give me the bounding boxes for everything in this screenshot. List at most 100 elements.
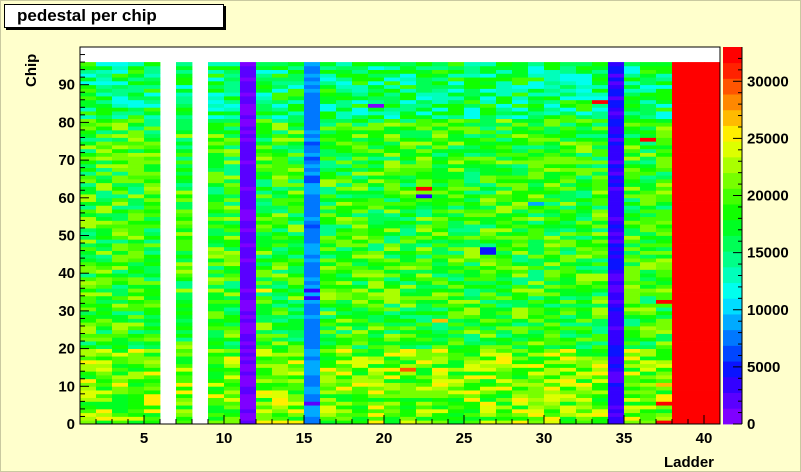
heatmap-cell (224, 280, 241, 285)
heatmap-cell (672, 201, 689, 206)
heatmap-cell (224, 235, 241, 240)
heatmap-cell (592, 299, 609, 304)
heatmap-cell (640, 337, 657, 342)
heatmap-cell (672, 65, 689, 71)
heatmap-cell (448, 295, 465, 300)
heatmap-cell (96, 299, 113, 304)
heatmap-cell (400, 280, 417, 285)
heatmap-cell (688, 212, 705, 218)
heatmap-cell (672, 356, 689, 361)
heatmap-cell (464, 322, 481, 327)
heatmap-cell (496, 382, 513, 387)
heatmap-cell (528, 295, 545, 300)
heatmap-cell (240, 412, 257, 417)
heatmap-cell (144, 280, 161, 285)
heatmap-cell (560, 314, 577, 319)
heatmap-cell (288, 348, 305, 353)
heatmap-cell (336, 371, 353, 376)
heatmap-cell (288, 103, 305, 108)
heatmap-cell (144, 96, 161, 101)
heatmap-cell (304, 141, 321, 146)
heatmap-cell (576, 258, 593, 263)
heatmap-cell (112, 310, 129, 316)
heatmap-cell (144, 374, 161, 380)
heatmap-cell (336, 280, 353, 285)
heatmap-cell (272, 246, 289, 251)
heatmap-cell (576, 344, 593, 349)
heatmap-cell (480, 341, 497, 346)
heatmap-cell (240, 292, 257, 297)
heatmap-cell (704, 209, 721, 214)
heatmap-cell (416, 344, 433, 349)
heatmap-cell (256, 420, 273, 425)
heatmap-cell (704, 307, 721, 312)
heatmap-cell (352, 341, 369, 346)
heatmap-cell (464, 167, 481, 172)
heatmap-cell (240, 325, 257, 331)
heatmap-cell (624, 333, 641, 338)
heatmap-cell (704, 243, 721, 248)
heatmap-cell (208, 129, 225, 135)
heatmap-cell (336, 284, 353, 289)
heatmap-cell (656, 212, 673, 218)
heatmap-cell (336, 205, 353, 210)
heatmap-cell (80, 197, 97, 202)
heatmap-cell (528, 318, 545, 323)
heatmap-cell (240, 88, 257, 93)
heatmap-cell (560, 216, 577, 221)
heatmap-cell (496, 122, 513, 127)
heatmap-cell (240, 152, 257, 157)
heatmap-cell (288, 280, 305, 285)
heatmap-cell (176, 416, 193, 421)
heatmap-cell (576, 269, 593, 274)
heatmap-cell (592, 197, 609, 202)
heatmap-cell (640, 265, 657, 270)
heatmap-cell (224, 182, 241, 187)
heatmap-cell (688, 243, 705, 248)
heatmap-cell (608, 133, 625, 138)
heatmap-cell (288, 276, 305, 282)
heatmap-cell (128, 209, 145, 214)
heatmap-cell (608, 69, 625, 74)
heatmap-cell (640, 194, 657, 199)
heatmap-cell (96, 318, 113, 323)
heatmap-cell (256, 310, 273, 316)
heatmap-cell (96, 160, 113, 165)
heatmap-cell (80, 148, 97, 153)
heatmap-cell (400, 401, 417, 406)
heatmap-cell (416, 133, 433, 138)
heatmap-cell (112, 118, 129, 123)
heatmap-cell (240, 171, 257, 176)
heatmap-cell (384, 92, 401, 97)
heatmap-cell (512, 111, 529, 116)
heatmap-cell (144, 92, 161, 97)
heatmap-cell (528, 254, 545, 259)
heatmap-cell (112, 92, 129, 97)
heatmap-cell (208, 314, 225, 319)
heatmap-cell (256, 111, 273, 116)
color-scale-label: 15000 (747, 245, 789, 262)
heatmap-cell (80, 137, 97, 142)
heatmap-cell (432, 329, 449, 334)
heatmap-cell (576, 84, 593, 89)
heatmap-cell (688, 310, 705, 316)
heatmap-cell (704, 141, 721, 146)
heatmap-cell (384, 288, 401, 293)
heatmap-cell (80, 84, 97, 89)
heatmap-cell (688, 280, 705, 285)
heatmap-cell (336, 62, 353, 67)
heatmap-cell (512, 194, 529, 199)
heatmap-cell (96, 408, 113, 414)
heatmap-cell (672, 99, 689, 104)
heatmap-cell (320, 103, 337, 108)
heatmap-cell (240, 295, 257, 300)
heatmap-cell (608, 250, 625, 255)
heatmap-cell (544, 258, 561, 263)
heatmap-cell (352, 171, 369, 176)
heatmap-cell (336, 341, 353, 346)
heatmap-cell (432, 209, 449, 214)
heatmap-cell (304, 344, 321, 349)
heatmap-cell (592, 307, 609, 312)
heatmap-cell (272, 197, 289, 202)
heatmap-cell (544, 371, 561, 376)
